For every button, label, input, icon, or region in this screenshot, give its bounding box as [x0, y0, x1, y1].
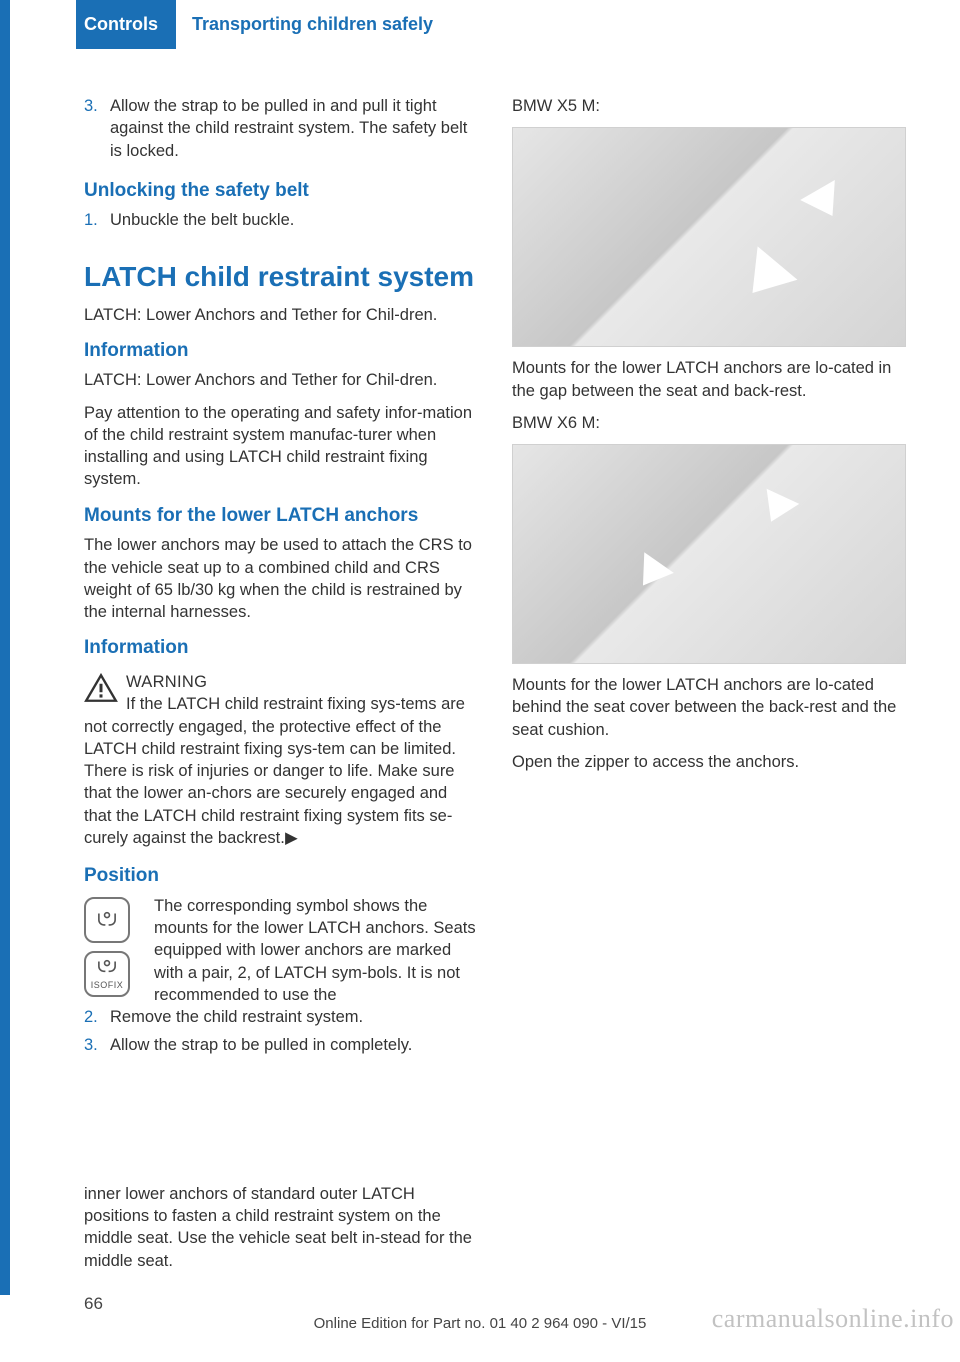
page-content: 3. Allow the strap to be pulled in and p…: [84, 95, 906, 1272]
warning-icon: [84, 673, 118, 703]
paragraph: LATCH: Lower Anchors and Tether for Chil…: [84, 304, 478, 326]
end-mark-icon: ◀: [285, 827, 298, 849]
paragraph: LATCH: Lower Anchors and Tether for Chil…: [84, 369, 478, 391]
paragraph: The lower anchors may be used to attach …: [84, 534, 478, 623]
heading-mounts: Mounts for the lower LATCH anchors: [84, 503, 478, 529]
list-text: Allow the strap to be pulled in complete…: [110, 1034, 412, 1056]
list-item: 2. Remove the child restraint system.: [84, 1006, 478, 1028]
paragraph: Pay attention to the operating and safet…: [84, 402, 478, 491]
breadcrumb-section: Controls: [76, 0, 176, 49]
left-accent-bar: [0, 0, 10, 1295]
paragraph: Mounts for the lower LATCH anchors are l…: [512, 674, 906, 741]
paragraph: inner lower anchors of standard outer LA…: [84, 1183, 478, 1272]
paragraph: Open the zipper to access the anchors.: [512, 751, 906, 773]
heading-information-2: Information: [84, 635, 478, 661]
warning-block: WARNING If the LATCH child restraint fix…: [84, 671, 478, 849]
isofix-symbol-icon: ISOFIX: [84, 951, 130, 997]
isofix-label: ISOFIX: [91, 979, 124, 991]
list-text: Remove the child restraint system.: [110, 1006, 363, 1028]
list-item: 3. Allow the strap to be pulled in and p…: [84, 95, 478, 162]
list-item: 1. Unbuckle the belt buckle.: [84, 209, 478, 231]
list-text: Allow the strap to be pulled in and pull…: [110, 95, 478, 162]
heading-position: Position: [84, 863, 478, 889]
list-number: 2.: [84, 1006, 110, 1028]
heading-latch-system: LATCH child restraint system: [84, 258, 478, 296]
page-number: 66: [84, 1294, 103, 1314]
paragraph-model: BMW X5 M:: [512, 95, 906, 117]
warning-body: If the LATCH child restraint fixing sys‐…: [84, 695, 465, 847]
column-spacer: [84, 1073, 478, 1183]
position-icons: ISOFIX: [84, 897, 142, 1005]
position-block: ISOFIX The corresponding symbol shows th…: [84, 895, 478, 1006]
list-number: 3.: [84, 95, 110, 162]
list-text: Unbuckle the belt buckle.: [110, 209, 294, 231]
paragraph: Mounts for the lower LATCH anchors are l…: [512, 357, 906, 402]
seat-illustration-x6: [512, 444, 906, 664]
ordered-list: 1. Unbuckle the belt buckle.: [84, 209, 478, 231]
ordered-list: 2. Remove the child restraint system. 3.…: [84, 1006, 478, 1057]
page-header: Controls Transporting children safely: [0, 0, 960, 48]
position-text: The corresponding symbol shows the mount…: [154, 897, 476, 1004]
list-number: 3.: [84, 1034, 110, 1056]
paragraph-model: BMW X6 M:: [512, 412, 906, 434]
list-number: 1.: [84, 209, 110, 231]
watermark-text: carmanualsonline.info: [712, 1304, 954, 1334]
seat-illustration-x5: [512, 127, 906, 347]
ordered-list: 3. Allow the strap to be pulled in and p…: [84, 95, 478, 162]
warning-heading: WARNING: [126, 673, 207, 691]
heading-information: Information: [84, 338, 478, 364]
latch-symbol-icon: [84, 897, 130, 943]
list-item: 3. Allow the strap to be pulled in compl…: [84, 1034, 478, 1056]
heading-unlocking: Unlocking the safety belt: [84, 178, 478, 204]
breadcrumb-chapter: Transporting children safely: [176, 14, 433, 35]
